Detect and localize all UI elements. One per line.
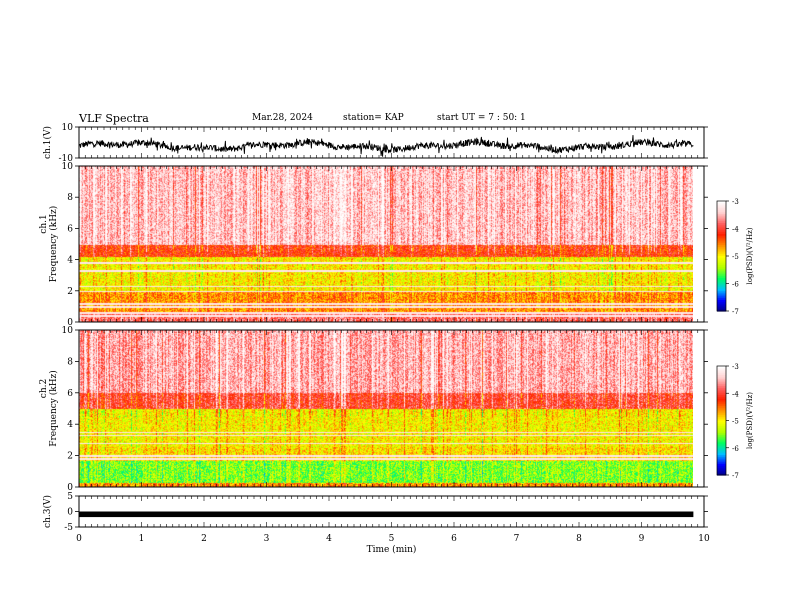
colorbar-label: log(PSD)(V²/Hz) bbox=[746, 227, 754, 284]
colorbar-tick-label: -5 bbox=[732, 253, 739, 261]
y-tick-label: 8 bbox=[67, 193, 73, 203]
colorbar-tick-label: -7 bbox=[732, 472, 739, 480]
y-axis-channel-label: ch.1 bbox=[39, 214, 49, 233]
colorbar-tick-label: -4 bbox=[732, 226, 739, 234]
chart-title: VLF Spectra bbox=[79, 112, 149, 125]
colorbar-tick-label: -3 bbox=[732, 198, 739, 206]
colorbar-tick-label: -7 bbox=[732, 308, 739, 316]
y-tick-label: 8 bbox=[67, 357, 73, 367]
ch1-waveform-panel: 10 -10 ch.1(V) bbox=[42, 123, 708, 164]
colorbar-tick-label: -4 bbox=[732, 390, 739, 398]
y-tick-label: 10 bbox=[62, 162, 74, 172]
y-tick-label: 4 bbox=[67, 256, 73, 266]
x-tick-label: 5 bbox=[389, 534, 395, 544]
x-tick-label: 3 bbox=[264, 534, 270, 544]
y-axis-label: Frequency (kHz) bbox=[48, 370, 59, 447]
x-axis-label: Time (min) bbox=[367, 544, 417, 555]
y-tick-label: 10 bbox=[62, 326, 74, 336]
y-tick-label: 6 bbox=[67, 389, 73, 399]
y-tick-label: 4 bbox=[67, 420, 73, 430]
x-axis: 0 1 2 3 4 5 6 7 8 9 10 Time (min) bbox=[76, 534, 710, 555]
x-tick-label: 2 bbox=[201, 534, 207, 544]
y-tick-label: 6 bbox=[67, 224, 73, 234]
y-axis-channel-label: ch.2 bbox=[39, 379, 49, 398]
colorbar-ch1: -3 -4 -5 -6 -7 log(PSD)(V²/Hz) bbox=[716, 198, 754, 316]
x-tick-label: 0 bbox=[76, 534, 82, 544]
y-axis-label: ch.3(V) bbox=[42, 495, 53, 528]
x-tick-label: 7 bbox=[514, 534, 520, 544]
y-tick-label: 2 bbox=[67, 452, 73, 462]
ch1-trace bbox=[79, 135, 694, 157]
colorbar-ch2: -3 -4 -5 -6 -7 log(PSD)(V²/Hz) bbox=[716, 363, 754, 480]
y-axis-label: ch.1(V) bbox=[42, 126, 53, 159]
colorbar-tick-label: -6 bbox=[732, 445, 739, 453]
x-tick-label: 4 bbox=[326, 534, 332, 544]
y-tick-label: 0 bbox=[67, 508, 73, 518]
spectrogram-image bbox=[79, 166, 693, 322]
y-tick-label: 2 bbox=[67, 287, 73, 297]
x-tick-label: 1 bbox=[139, 534, 145, 544]
ch3-trace bbox=[79, 511, 694, 518]
date-label: Mar.28, 2024 bbox=[252, 113, 313, 123]
ch2-spectrogram-panel: 0 2 4 6 8 10 ch.2 Frequency (kHz) bbox=[39, 326, 708, 493]
start-time-label: start UT = 7 : 50: 1 bbox=[437, 113, 526, 123]
y-tick-label: -5 bbox=[64, 523, 73, 533]
colorbar-label: log(PSD)(V²/Hz) bbox=[746, 392, 754, 449]
ch1-spectrogram-panel: 0 2 4 6 8 10 ch.1 Frequency (kHz) bbox=[39, 162, 708, 328]
x-tick-label: 9 bbox=[639, 534, 645, 544]
station-label: station= KAP bbox=[343, 113, 404, 123]
y-tick-label: 5 bbox=[67, 492, 73, 502]
x-tick-label: 8 bbox=[576, 534, 582, 544]
x-tick-label: 10 bbox=[698, 534, 710, 544]
y-tick-label: 0 bbox=[67, 318, 73, 328]
colorbar-tick-label: -6 bbox=[732, 281, 739, 289]
spectrogram-image bbox=[79, 330, 693, 487]
y-tick-label: 10 bbox=[62, 123, 74, 133]
x-tick-label: 6 bbox=[451, 534, 457, 544]
colorbar-tick-label: -3 bbox=[732, 363, 739, 371]
ch3-waveform-panel: 5 0 -5 ch.3(V) bbox=[42, 492, 708, 533]
colorbar-tick-label: -5 bbox=[732, 418, 739, 426]
y-tick-label: 0 bbox=[67, 483, 73, 493]
y-tick-label: -10 bbox=[59, 154, 74, 164]
y-axis-label: Frequency (kHz) bbox=[48, 206, 59, 283]
